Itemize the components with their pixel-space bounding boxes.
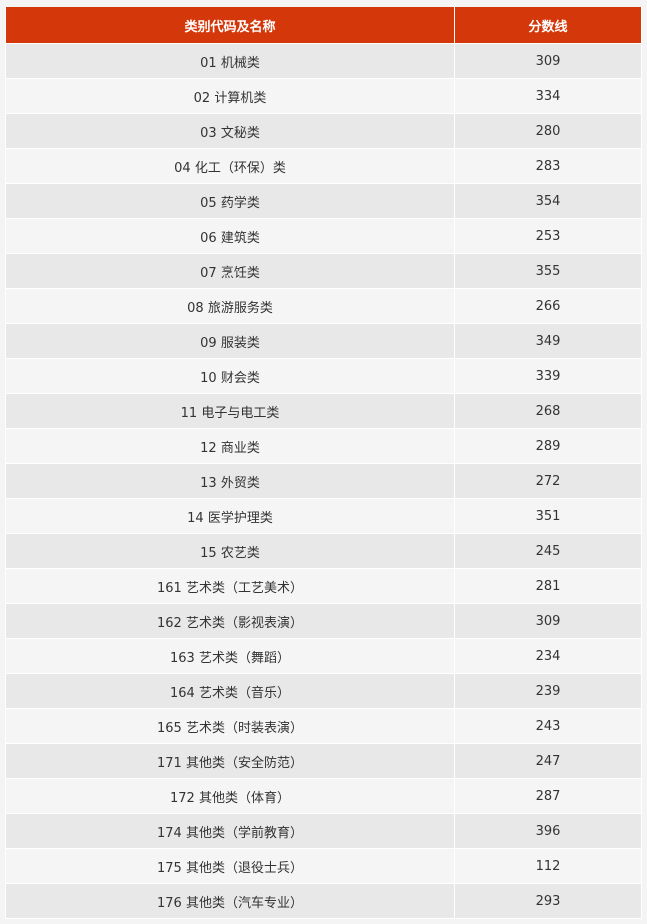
category-cell: 164 艺术类（音乐） xyxy=(5,673,455,709)
score-cell: 289 xyxy=(454,428,642,464)
table-row: 13 外贸类 272 xyxy=(5,463,642,499)
category-cell: 10 财会类 xyxy=(5,358,455,394)
category-cell: 174 其他类（学前教育） xyxy=(5,813,455,849)
table-row: 162 艺术类（影视表演） 309 xyxy=(5,603,642,639)
score-cell: 396 xyxy=(454,813,642,849)
table-row: 171 其他类（安全防范） 247 xyxy=(5,743,642,779)
table-row: 165 艺术类（时装表演） 243 xyxy=(5,708,642,744)
table-row: 172 其他类（体育） 287 xyxy=(5,778,642,814)
category-cell: 08 旅游服务类 xyxy=(5,288,455,324)
table-row: 02 计算机类 334 xyxy=(5,78,642,114)
category-cell: 12 商业类 xyxy=(5,428,455,464)
category-cell: 01 机械类 xyxy=(5,43,455,79)
category-cell: 09 服装类 xyxy=(5,323,455,359)
category-cell: 175 其他类（退役士兵） xyxy=(5,848,455,884)
table-row: 10 财会类 339 xyxy=(5,358,642,394)
score-cell: 355 xyxy=(454,253,642,289)
table-row: 01 机械类 309 xyxy=(5,43,642,79)
score-cell: 309 xyxy=(454,43,642,79)
table-row: 03 文秘类 280 xyxy=(5,113,642,149)
score-cell: 287 xyxy=(454,778,642,814)
category-cell: 07 烹饪类 xyxy=(5,253,455,289)
table-row: 08 旅游服务类 266 xyxy=(5,288,642,324)
category-cell: 162 艺术类（影视表演） xyxy=(5,603,455,639)
category-cell: 15 农艺类 xyxy=(5,533,455,569)
table-row: 175 其他类（退役士兵） 112 xyxy=(5,848,642,884)
table-row: 15 农艺类 245 xyxy=(5,533,642,569)
score-cell: 239 xyxy=(454,673,642,709)
table-row: 164 艺术类（音乐） 239 xyxy=(5,673,642,709)
table-header-row: 类别代码及名称 分数线 xyxy=(5,7,642,44)
category-cell: 172 其他类（体育） xyxy=(5,778,455,814)
score-cell: 281 xyxy=(454,568,642,604)
header-score: 分数线 xyxy=(454,7,642,44)
score-cell: 334 xyxy=(454,78,642,114)
score-cell: 339 xyxy=(454,358,642,394)
category-cell: 165 艺术类（时装表演） xyxy=(5,708,455,744)
score-cell: 283 xyxy=(454,148,642,184)
score-cell: 351 xyxy=(454,498,642,534)
score-cell: 293 xyxy=(454,883,642,919)
category-cell: 06 建筑类 xyxy=(5,218,455,254)
score-cell: 245 xyxy=(454,533,642,569)
category-cell: 161 艺术类（工艺美术） xyxy=(5,568,455,604)
score-cell: 280 xyxy=(454,113,642,149)
table-row: 11 电子与电工类 268 xyxy=(5,393,642,429)
category-cell: 176 其他类（汽车专业） xyxy=(5,883,455,919)
category-cell: 11 电子与电工类 xyxy=(5,393,455,429)
score-cell: 234 xyxy=(454,638,642,674)
table-row: 161 艺术类（工艺美术） 281 xyxy=(5,568,642,604)
table-row: 07 烹饪类 355 xyxy=(5,253,642,289)
score-cell: 349 xyxy=(454,323,642,359)
score-table: 类别代码及名称 分数线 01 机械类 309 02 计算机类 334 03 文秘类 280… xyxy=(5,7,642,919)
score-cell: 266 xyxy=(454,288,642,324)
category-cell: 14 医学护理类 xyxy=(5,498,455,534)
category-cell: 03 文秘类 xyxy=(5,113,455,149)
table-row: 176 其他类（汽车专业） 293 xyxy=(5,883,642,919)
score-cell: 253 xyxy=(454,218,642,254)
score-cell: 247 xyxy=(454,743,642,779)
score-cell: 268 xyxy=(454,393,642,429)
table-row: 12 商业类 289 xyxy=(5,428,642,464)
table-row: 05 药学类 354 xyxy=(5,183,642,219)
header-category: 类别代码及名称 xyxy=(5,7,455,44)
table-row: 174 其他类（学前教育） 396 xyxy=(5,813,642,849)
score-cell: 354 xyxy=(454,183,642,219)
table-row: 04 化工（环保）类 283 xyxy=(5,148,642,184)
category-cell: 04 化工（环保）类 xyxy=(5,148,455,184)
table-row: 14 医学护理类 351 xyxy=(5,498,642,534)
score-table-container: 类别代码及名称 分数线 01 机械类 309 02 计算机类 334 03 文秘类 280… xyxy=(5,7,642,919)
category-cell: 163 艺术类（舞蹈） xyxy=(5,638,455,674)
table-row: 06 建筑类 253 xyxy=(5,218,642,254)
score-cell: 309 xyxy=(454,603,642,639)
table-row: 163 艺术类（舞蹈） 234 xyxy=(5,638,642,674)
category-cell: 02 计算机类 xyxy=(5,78,455,114)
category-cell: 05 药学类 xyxy=(5,183,455,219)
score-cell: 243 xyxy=(454,708,642,744)
score-cell: 112 xyxy=(454,848,642,884)
table-row: 09 服装类 349 xyxy=(5,323,642,359)
category-cell: 13 外贸类 xyxy=(5,463,455,499)
category-cell: 171 其他类（安全防范） xyxy=(5,743,455,779)
score-cell: 272 xyxy=(454,463,642,499)
